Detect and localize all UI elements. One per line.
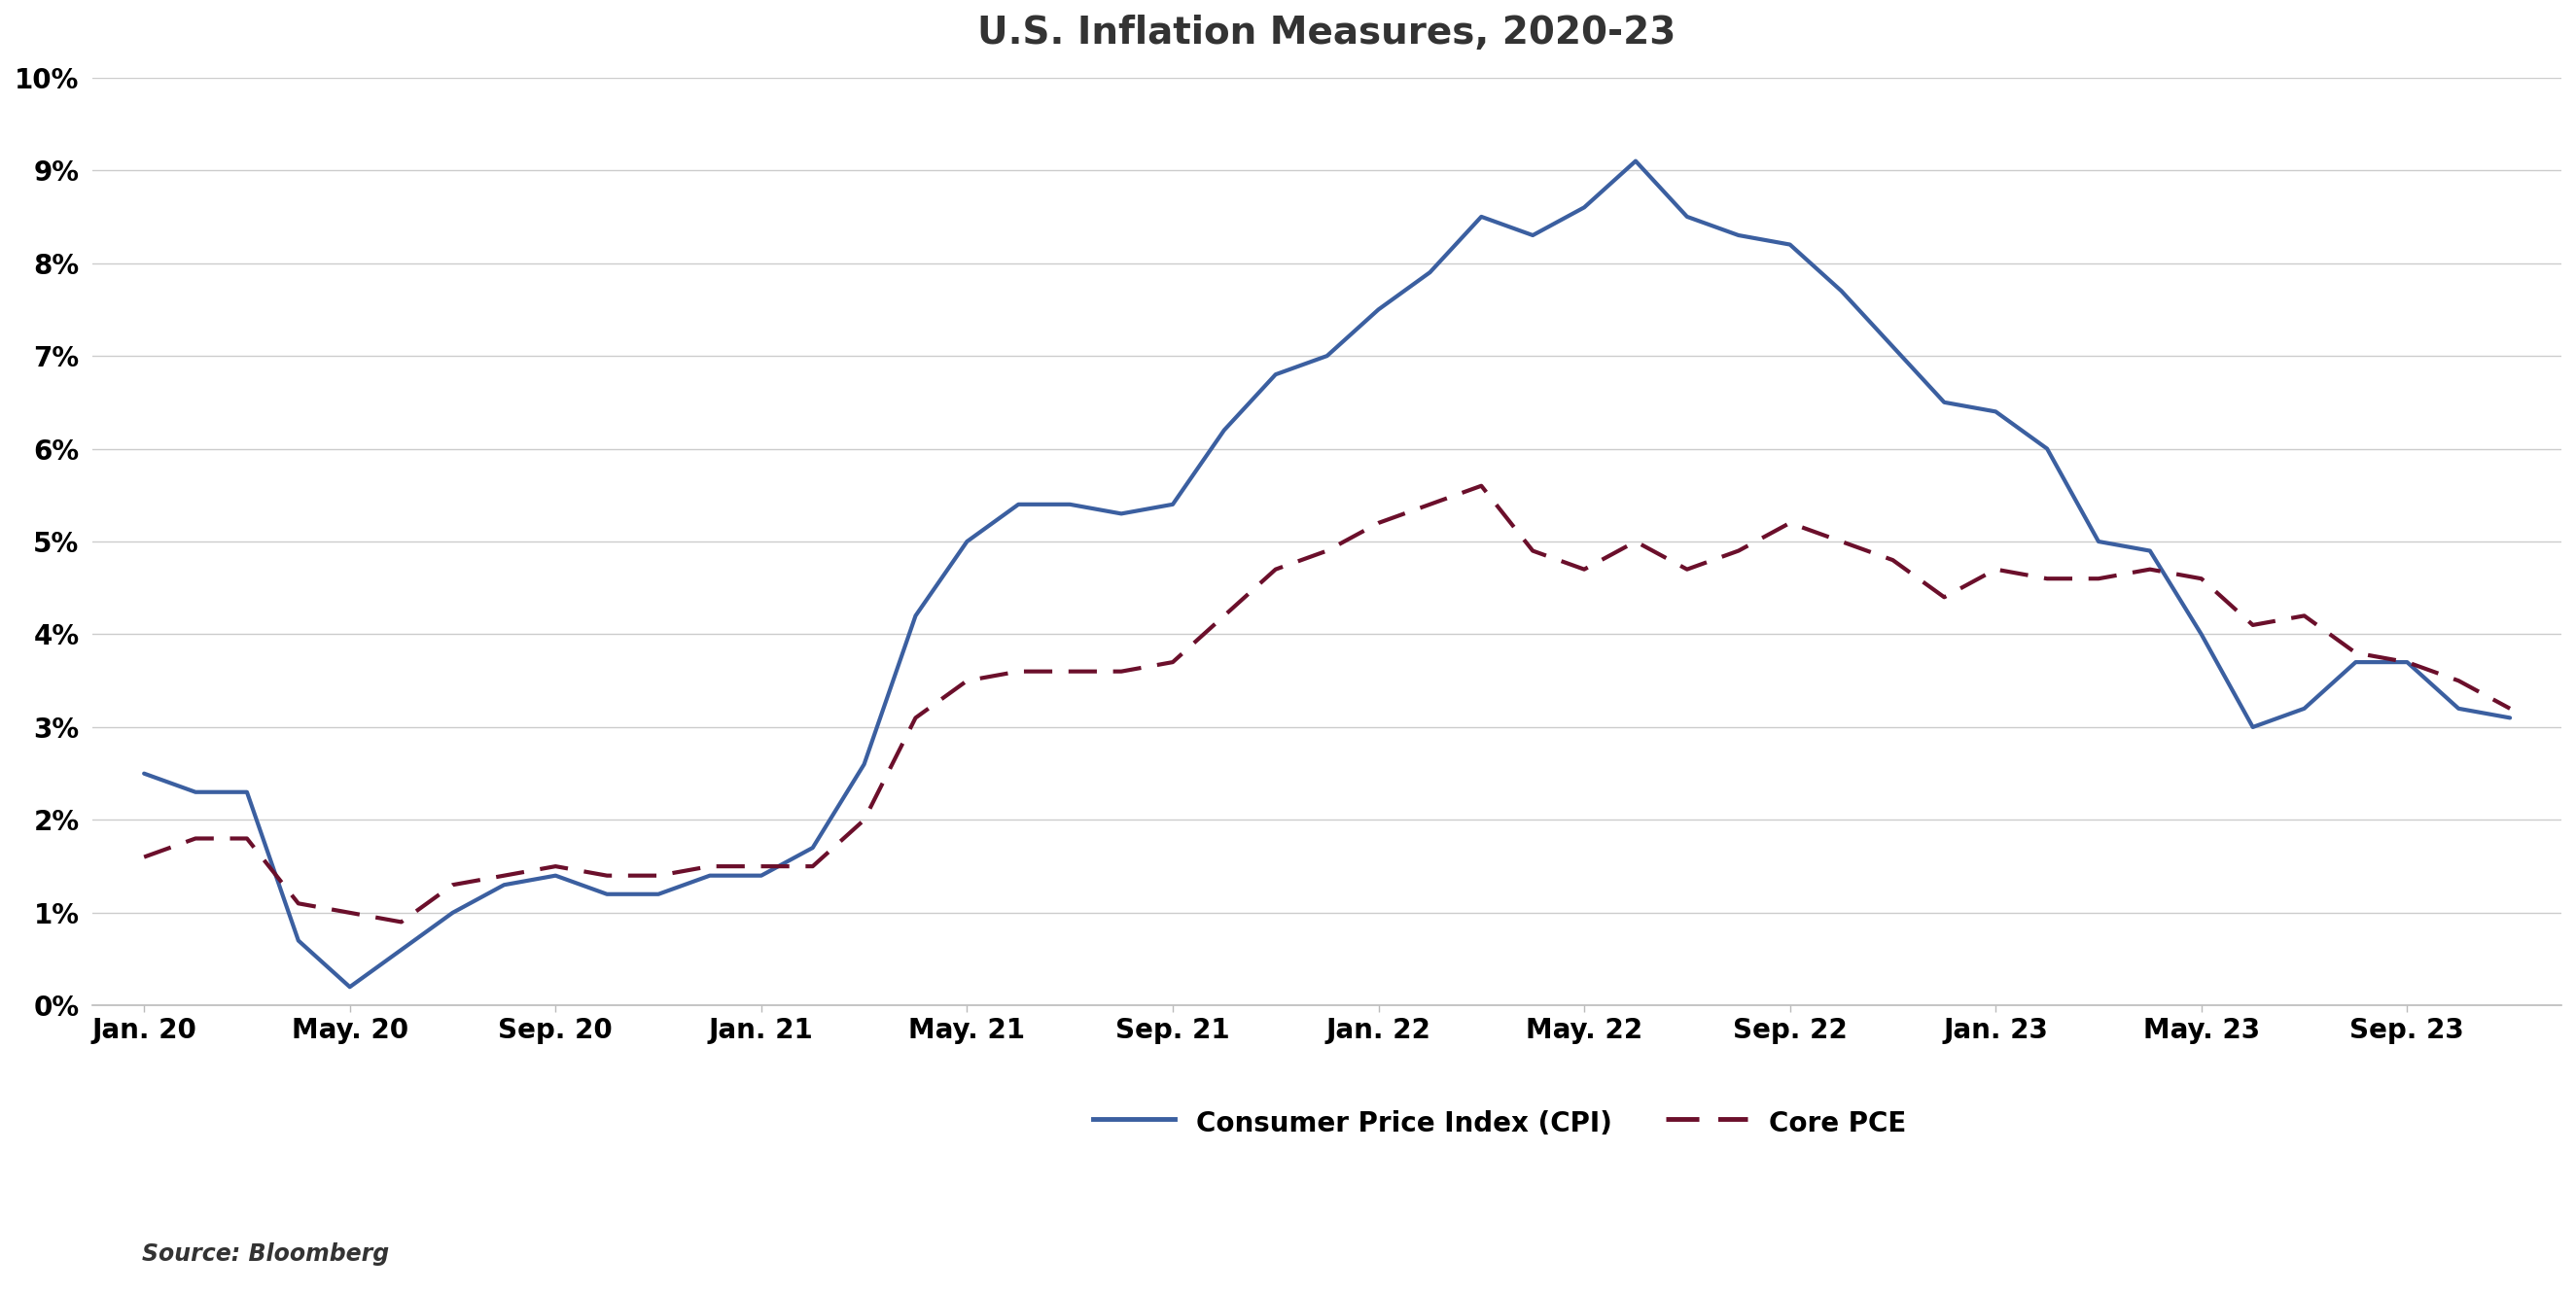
Legend: Consumer Price Index (CPI), Core PCE: Consumer Price Index (CPI), Core PCE	[1082, 1096, 1917, 1150]
Text: Source: Bloomberg: Source: Bloomberg	[142, 1243, 389, 1266]
Title: U.S. Inflation Measures, 2020-23: U.S. Inflation Measures, 2020-23	[979, 14, 1677, 52]
